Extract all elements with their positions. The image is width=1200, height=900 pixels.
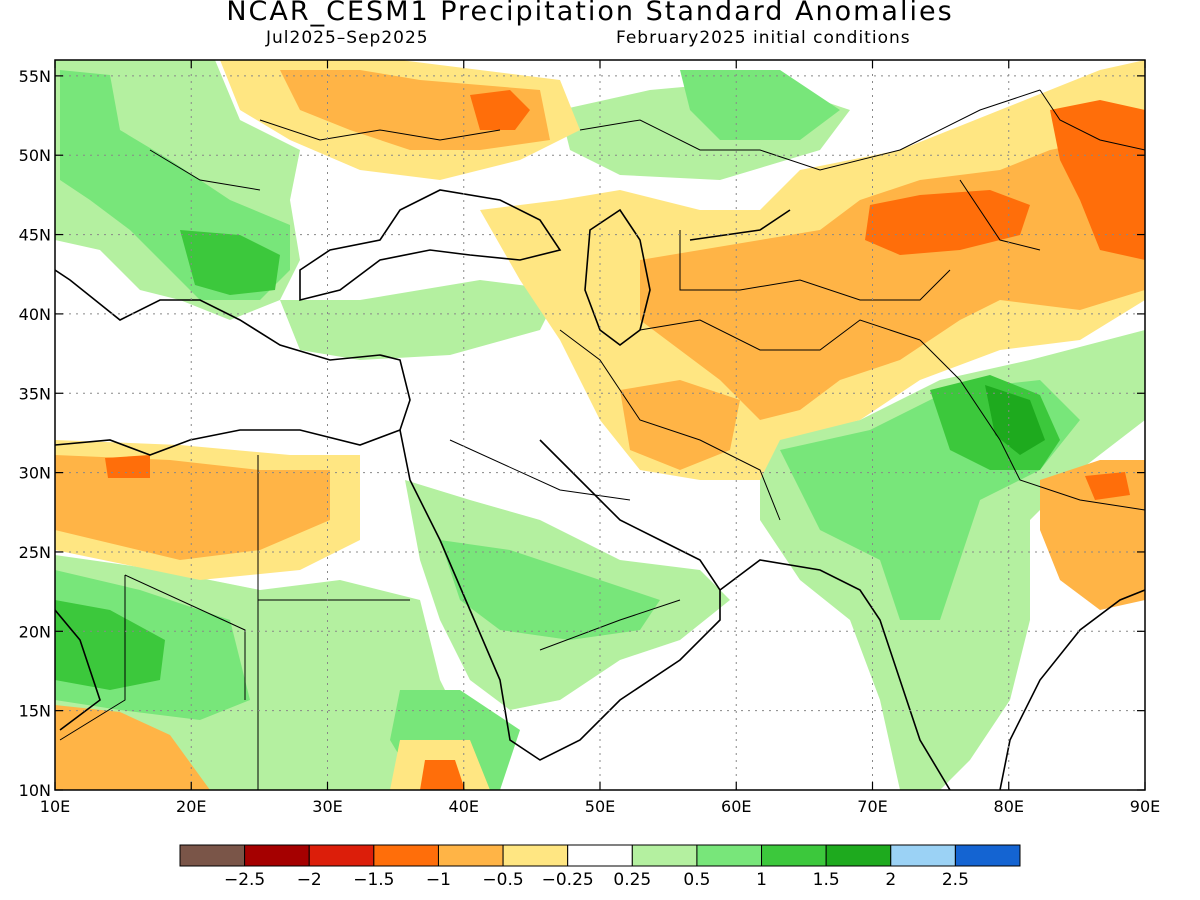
colorbar-swatch [954, 844, 1021, 867]
dry-area-libya-peak [105, 455, 150, 478]
dry-area-iran-core [620, 380, 740, 470]
dry-area-horn-peak [420, 760, 465, 790]
x-tick-label: 30E [312, 797, 342, 816]
x-tick-label: 90E [1130, 797, 1160, 816]
axis-ticks: 10E 20E 30E 40E 50E 60E 70E 80E 90E 10N 15N 20N 25N 3… [19, 60, 1160, 816]
colorbar-swatch [502, 844, 569, 867]
initial-conditions: February2025 initial conditions [616, 28, 911, 48]
colorbar-swatch [437, 844, 504, 867]
x-tick-label: 70E [857, 797, 887, 816]
colorbar-swatch [244, 844, 310, 867]
wet-area-sahel-peak [55, 600, 165, 690]
dry-area-mongolia-peak [1050, 100, 1145, 260]
wet-area-arabia-core [440, 540, 660, 640]
colorbar: −2.5 −2 −1.5 −1 −0.5 −0.25 0.25 0.5 1 1.5 2 2.5 [179, 844, 1021, 890]
colorbar-label: −1 [426, 870, 451, 890]
colorbar-label: −2 [297, 870, 322, 890]
colorbar-swatch [308, 844, 375, 867]
colorbar-label: 0.5 [683, 870, 710, 890]
dry-area-nepal-peak [1085, 472, 1130, 500]
colorbar-swatch [761, 844, 827, 867]
dry-area-nepal [1040, 460, 1145, 610]
y-tick-label: 40N [19, 305, 51, 324]
colorbar-label: 0.25 [613, 870, 651, 890]
y-tick-label: 25N [19, 543, 51, 562]
wet-area-punjab-peak [985, 385, 1045, 455]
colorbar-swatch [373, 844, 439, 867]
x-tick-label: 60E [721, 797, 751, 816]
graticule [55, 60, 1145, 790]
colorbar-label: −0.5 [482, 870, 523, 890]
colorbar-label: 1 [756, 870, 767, 890]
wet-area-balkans-core [180, 230, 280, 295]
colorbar-swatch [567, 844, 633, 867]
colorbar-label: 1.5 [813, 870, 840, 890]
x-tick-label: 50E [585, 797, 615, 816]
colorbar-swatch [179, 844, 246, 867]
colorbar-label: −0.25 [542, 870, 594, 890]
x-tick-label: 40E [449, 797, 479, 816]
map-title: NCAR_CESM1 Precipitation Standard Anomal… [226, 0, 954, 27]
colorbar-swatch [890, 844, 956, 867]
dry-area-north-africa-core [55, 455, 330, 560]
dry-area-kazakh-peak [865, 190, 1030, 255]
dry-area-southwest [55, 705, 210, 790]
dry-area-russia-peak [470, 90, 530, 130]
y-tick-label: 35N [19, 384, 51, 403]
y-tick-label: 10N [19, 781, 51, 800]
colorbar-label: −2.5 [224, 870, 265, 890]
colorbar-swatch [696, 844, 763, 867]
x-tick-label: 20E [176, 797, 206, 816]
colorbar-label: 2.5 [942, 870, 969, 890]
colorbar-swatch [631, 844, 698, 867]
country-borders [59, 89, 1145, 790]
y-tick-label: 55N [19, 67, 51, 86]
y-tick-label: 30N [19, 464, 51, 483]
x-tick-label: 80E [994, 797, 1024, 816]
colorbar-label: −1.5 [353, 870, 394, 890]
x-tick-label: 10E [40, 797, 70, 816]
y-tick-label: 15N [19, 702, 51, 721]
wet-area-turkey [280, 280, 560, 360]
y-tick-label: 50N [19, 146, 51, 165]
wet-area-russia-north-core [680, 70, 840, 140]
coastlines [55, 189, 1145, 790]
y-tick-label: 45N [19, 226, 51, 245]
colorbar-label: 2 [885, 870, 896, 890]
colorbar-swatch [825, 844, 892, 867]
forecast-period: Jul2025–Sep2025 [266, 28, 429, 48]
y-tick-label: 20N [19, 622, 51, 641]
anomaly-field [55, 60, 1145, 790]
